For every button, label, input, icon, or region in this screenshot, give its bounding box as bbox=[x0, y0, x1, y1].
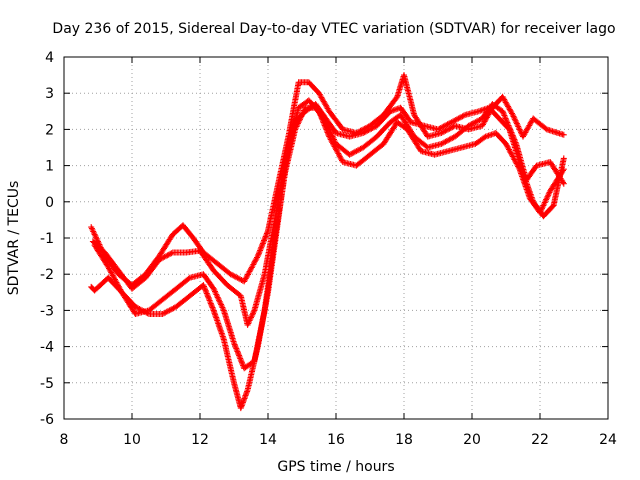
x-tick-label: 12 bbox=[191, 432, 209, 448]
grid bbox=[64, 57, 608, 419]
x-tick-label: 14 bbox=[259, 432, 277, 448]
series-track-3 bbox=[91, 101, 567, 372]
marker-track-4 bbox=[88, 97, 567, 412]
x-tick-label: 16 bbox=[327, 432, 345, 448]
x-tick-label: 18 bbox=[395, 432, 413, 448]
y-tick-label: 1 bbox=[45, 159, 54, 175]
axis-ticks bbox=[63, 56, 609, 420]
y-axis-label: SDTVAR / TECUs bbox=[6, 181, 22, 296]
y-tick-label: -4 bbox=[40, 340, 54, 356]
x-tick-labels: 8 10 12 14 16 18 20 22 24 bbox=[60, 432, 617, 448]
x-tick-label: 22 bbox=[531, 432, 549, 448]
y-tick-label: 0 bbox=[45, 195, 54, 211]
x-tick-label: 20 bbox=[463, 432, 481, 448]
chart-title: Day 236 of 2015, Sidereal Day-to-day VTE… bbox=[52, 21, 615, 37]
x-axis-label: GPS time / hours bbox=[277, 459, 394, 475]
marker-track-3 bbox=[91, 101, 567, 372]
x-tick-label: 24 bbox=[599, 432, 617, 448]
y-tick-label: 2 bbox=[45, 122, 54, 138]
y-tick-label: -5 bbox=[40, 376, 54, 392]
y-tick-label: -3 bbox=[40, 303, 54, 319]
y-tick-label: -6 bbox=[40, 412, 54, 428]
x-tick-label: 10 bbox=[123, 432, 141, 448]
series-track-4 bbox=[88, 97, 567, 412]
y-tick-label: -1 bbox=[40, 231, 54, 247]
y-tick-label: 3 bbox=[45, 86, 54, 102]
y-tick-labels: 4 3 2 1 0 -1 -2 -3 -4 -5 -6 bbox=[40, 50, 54, 428]
y-tick-label: 4 bbox=[45, 50, 54, 66]
y-tick-label: -2 bbox=[40, 267, 54, 283]
data-points bbox=[88, 72, 567, 412]
x-tick-label: 8 bbox=[60, 432, 69, 448]
